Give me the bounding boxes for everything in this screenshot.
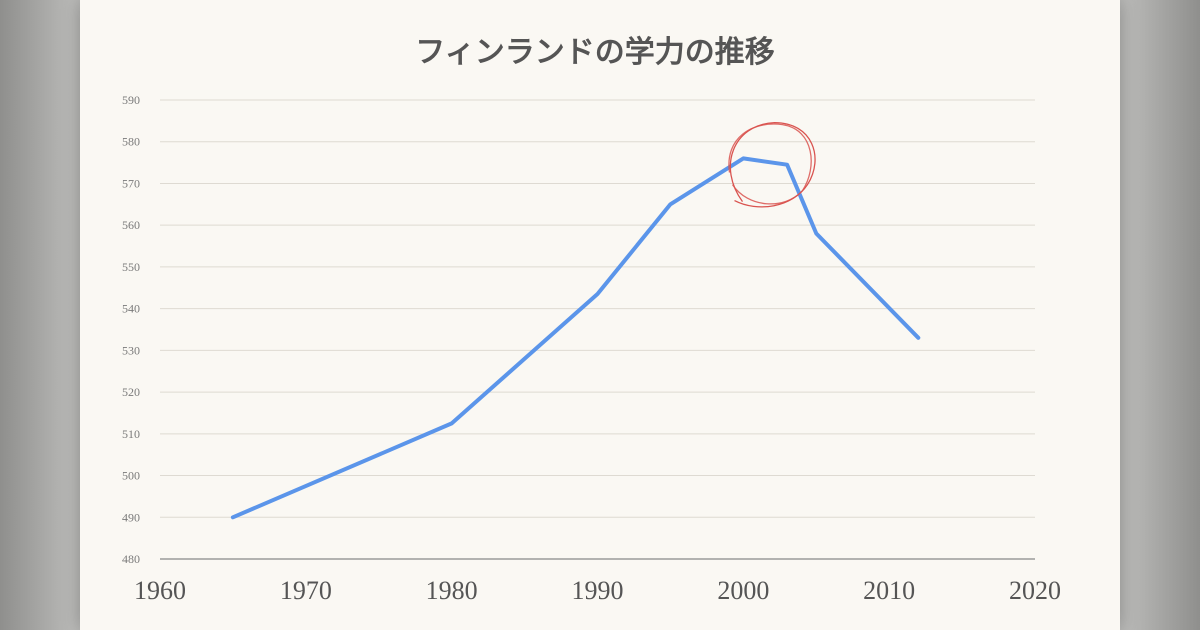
hand-drawn-circle	[729, 121, 816, 208]
annotations	[728, 121, 816, 208]
series-line-0	[230, 156, 921, 520]
x-tick-label-1990: 1990	[572, 576, 624, 605]
y-tick-label-580: 580	[122, 135, 140, 149]
y-tick-label-590: 590	[122, 93, 140, 107]
y-tick-label-490: 490	[122, 510, 140, 524]
y-axis: 480 490 500 510 520 530 540 550 560 570 580 590	[122, 93, 140, 566]
chart-card: フィンランドの学力の推移 480 490 500 510 520 530 540 550 560…	[80, 0, 1120, 630]
x-tick-label-2010: 2010	[863, 576, 915, 605]
y-tick-label-560: 560	[122, 218, 140, 232]
y-tick-label-530: 530	[122, 343, 140, 357]
y-tick-label-520: 520	[122, 385, 140, 399]
series	[230, 156, 921, 520]
chart-title: フィンランドの学力の推移	[415, 35, 774, 70]
y-tick-label-510: 510	[122, 427, 140, 441]
hand-drawn-circle-stroke-2	[728, 123, 812, 205]
x-axis: 1960 1970 1980 1990 2000 2010 2020	[134, 558, 1061, 605]
y-tick-label-550: 550	[122, 260, 140, 274]
y-tick-label-500: 500	[122, 469, 140, 483]
x-tick-label-2020: 2020	[1009, 576, 1061, 605]
y-tick-label-480: 480	[122, 552, 140, 566]
grid	[160, 99, 1035, 518]
y-tick-label-570: 570	[122, 176, 140, 190]
x-tick-label-1980: 1980	[426, 576, 478, 605]
x-tick-label-1970: 1970	[280, 576, 332, 605]
y-tick-label-540: 540	[122, 302, 140, 316]
line-chart: フィンランドの学力の推移 480 490 500 510 520 530 540 550 560…	[122, 35, 1061, 605]
x-tick-label-1960: 1960	[134, 576, 186, 605]
x-tick-label-2000: 2000	[717, 576, 769, 605]
